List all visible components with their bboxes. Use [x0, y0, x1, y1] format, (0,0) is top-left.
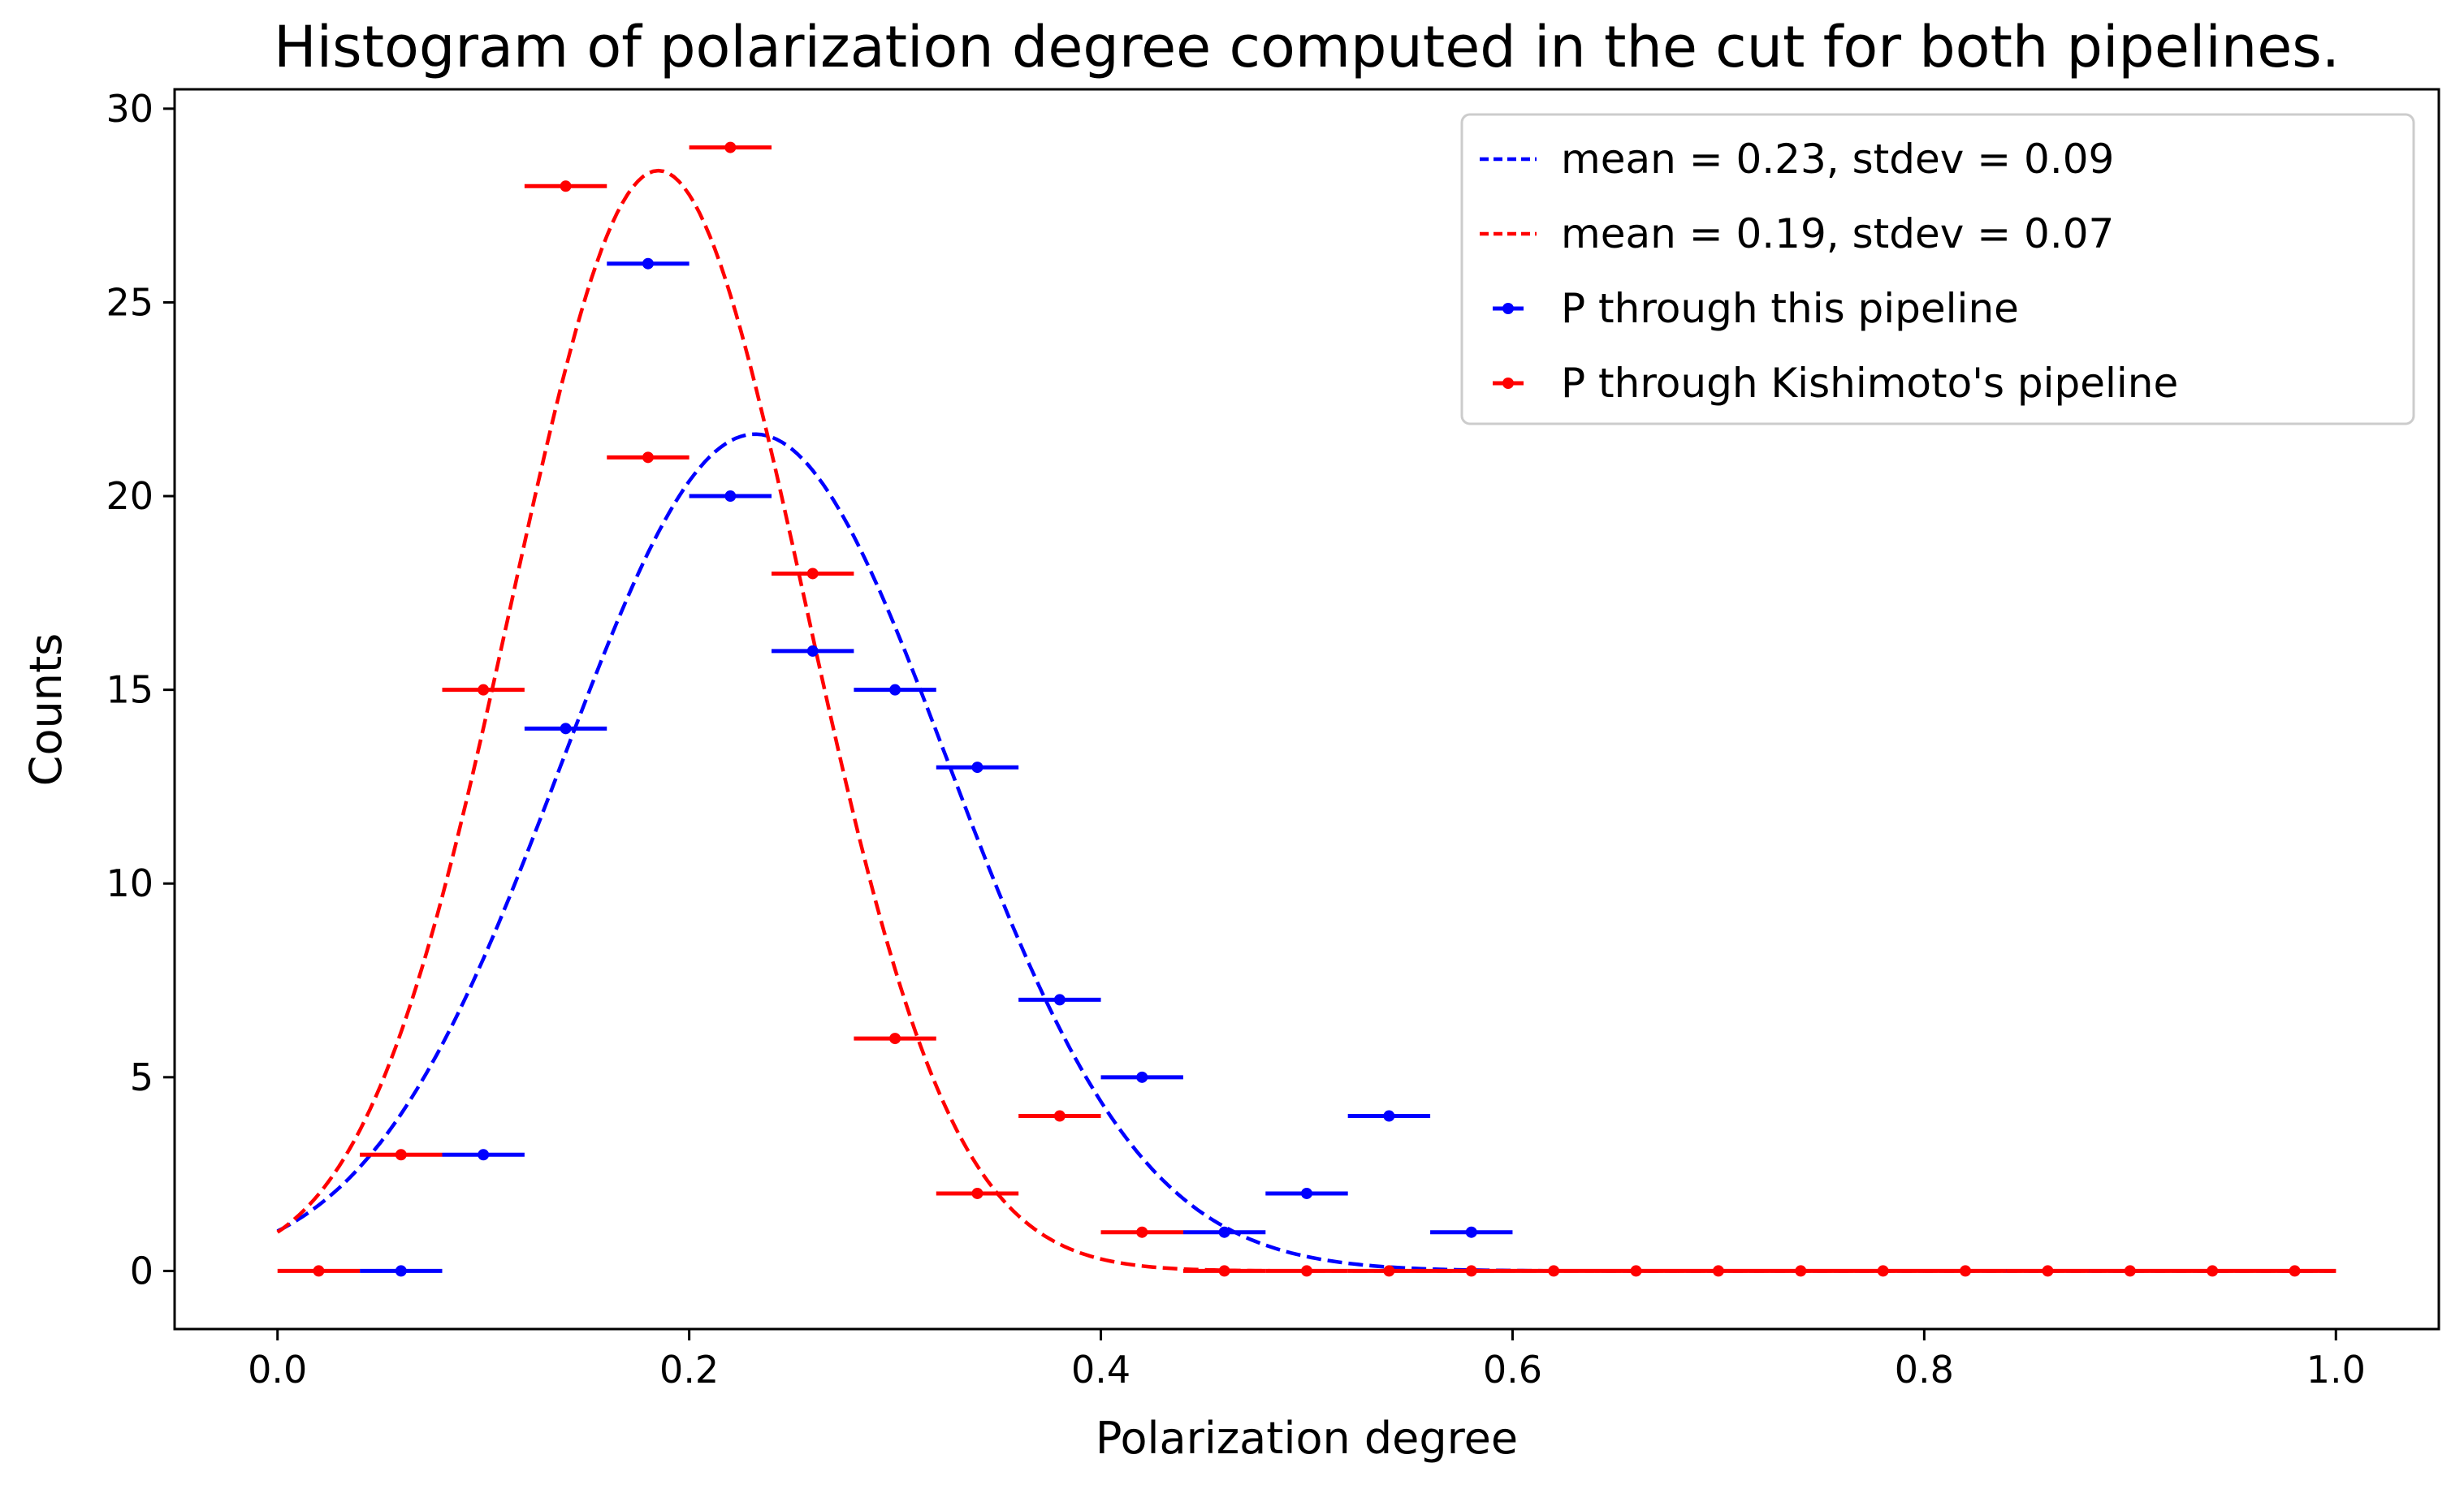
y-tick-label: 0 [130, 1249, 153, 1293]
data-point-s1-6 [806, 568, 819, 580]
data-point-s1-18 [1795, 1265, 1807, 1277]
data-point-s1-14 [1465, 1265, 1477, 1277]
axes-frame [173, 88, 2440, 1331]
data-point-s1-10 [1136, 1226, 1148, 1238]
data-point-s0-11 [1301, 1187, 1312, 1199]
y-tick-label: 25 [106, 280, 153, 324]
data-point-s1-5 [724, 141, 737, 153]
data-point-s1-15 [1548, 1265, 1560, 1277]
data-point-s1-19 [1877, 1265, 1889, 1277]
legend: mean = 0.23, stdev = 0.09 mean = 0.19, st… [1460, 113, 2415, 425]
x-tick-label: 1.0 [2306, 1348, 2366, 1392]
data-point-s1-13 [1383, 1265, 1395, 1277]
y-axis-label: Counts [20, 633, 71, 787]
data-point-s1-21 [2042, 1265, 2054, 1277]
data-point-s0-12 [1383, 1110, 1395, 1122]
data-point-s0-10 [1218, 1226, 1230, 1238]
data-point-s0-0 [395, 1265, 407, 1277]
data-point-s1-17 [1712, 1265, 1724, 1277]
data-point-s0-6 [889, 684, 901, 696]
x-tick-label: 0.4 [1071, 1348, 1130, 1392]
data-point-s1-7 [889, 1033, 901, 1045]
y-tick-label: 5 [130, 1055, 153, 1099]
data-point-s1-12 [1301, 1265, 1312, 1277]
legend-label: mean = 0.23, stdev = 0.09 [1561, 136, 2114, 183]
x-tick-label: 0.6 [1483, 1348, 1542, 1392]
data-point-s1-20 [1960, 1265, 1972, 1277]
data-point-s1-16 [1630, 1265, 1642, 1277]
data-point-s0-13 [1465, 1226, 1477, 1238]
legend-label: P through this pipeline [1561, 285, 2019, 332]
y-tick-label: 10 [106, 861, 153, 905]
x-tick-label: 0.0 [248, 1348, 307, 1392]
y-tick-label: 15 [106, 668, 153, 712]
data-point-s1-8 [971, 1187, 983, 1199]
x-axis-label: Polarization degree [1096, 1413, 1518, 1464]
data-point-s0-4 [724, 490, 737, 503]
data-point-s1-3 [560, 180, 572, 192]
fit-curve-0 [276, 432, 2336, 1273]
legend-marker-swatch [1502, 303, 1514, 314]
data-point-s1-1 [395, 1149, 407, 1161]
data-point-s1-9 [1053, 1110, 1066, 1122]
chart-title: Histogram of polarization degree compute… [274, 14, 2340, 80]
data-point-s1-2 [478, 684, 490, 696]
legend-label: mean = 0.19, stdev = 0.07 [1561, 210, 2114, 257]
data-point-s0-3 [642, 257, 654, 270]
y-tick-label: 30 [106, 87, 153, 131]
legend-label: P through Kishimoto's pipeline [1561, 360, 2178, 407]
data-point-s1-0 [313, 1265, 325, 1277]
data-point-s0-7 [971, 762, 983, 774]
x-tick-label: 0.2 [659, 1348, 719, 1392]
data-point-s1-23 [2207, 1265, 2219, 1277]
y-axis: 0 5 10 15 20 25 30 [106, 87, 175, 1293]
plot-area [276, 141, 2336, 1277]
x-axis: 0.0 0.2 0.4 0.6 0.8 1.0 [248, 1329, 2366, 1392]
legend-frame [1460, 113, 2415, 425]
data-point-s1-24 [2289, 1265, 2301, 1277]
data-point-s1-22 [2124, 1265, 2136, 1277]
data-point-s0-2 [560, 723, 572, 735]
data-point-s0-9 [1136, 1071, 1148, 1083]
data-point-s0-8 [1053, 994, 1066, 1006]
data-point-s1-11 [1218, 1265, 1230, 1277]
y-tick-label: 20 [106, 474, 153, 518]
x-tick-label: 0.8 [1895, 1348, 1954, 1392]
data-point-s0-1 [478, 1149, 490, 1161]
legend-marker-swatch [1502, 378, 1514, 389]
data-point-s1-4 [642, 451, 654, 464]
data-point-s0-5 [806, 645, 819, 657]
